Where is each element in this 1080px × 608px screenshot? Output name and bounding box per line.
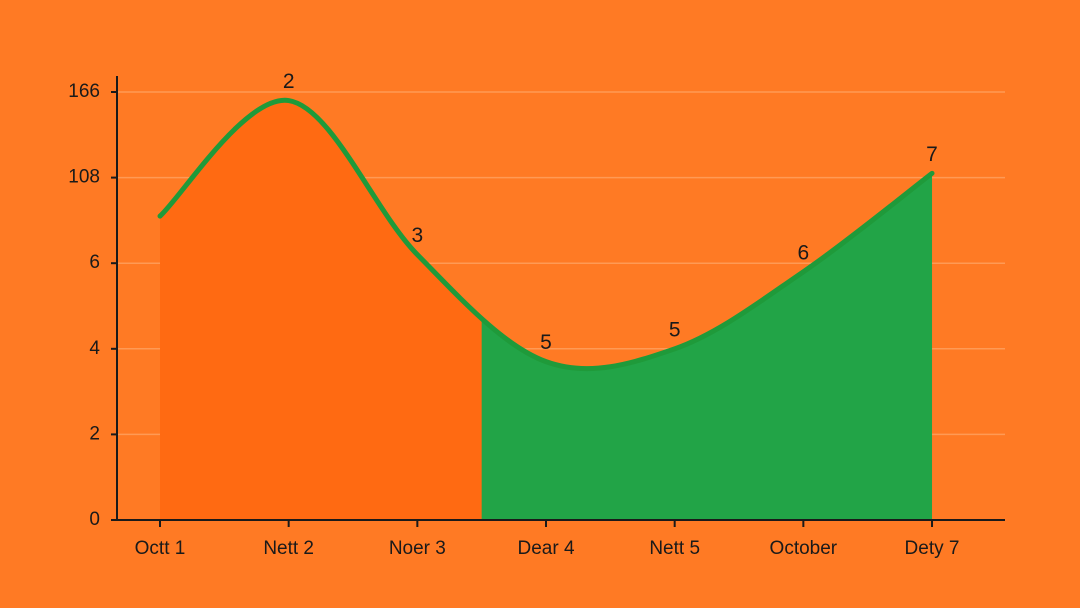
x-tick-label: Nett 5: [649, 538, 700, 559]
y-tick-label: 6: [89, 252, 100, 273]
point-label: 3: [411, 224, 423, 247]
y-tick-label: 2: [89, 423, 100, 444]
point-label: 6: [798, 241, 810, 264]
y-tick-label: 108: [68, 167, 100, 188]
y-tick-label: 0: [89, 509, 100, 530]
x-tick-label: Dety 7: [905, 538, 960, 559]
y-tick-label: 4: [89, 338, 100, 359]
area: [481, 173, 933, 520]
line: [157, 98, 935, 372]
point-label: 5: [669, 318, 681, 341]
x-tick-label: Dear 4: [517, 538, 574, 559]
x-tick-label: Octt 1: [135, 538, 186, 559]
x-tick-label: October: [770, 538, 838, 559]
point-label: 7: [926, 143, 938, 166]
x-tick-label: Nett 2: [263, 538, 314, 559]
point-label: 2: [283, 70, 295, 93]
y-tick-label: 166: [68, 81, 100, 102]
point-label: 5: [540, 331, 552, 354]
x-tick-label: Noer 3: [389, 538, 446, 559]
plot: [157, 98, 935, 521]
